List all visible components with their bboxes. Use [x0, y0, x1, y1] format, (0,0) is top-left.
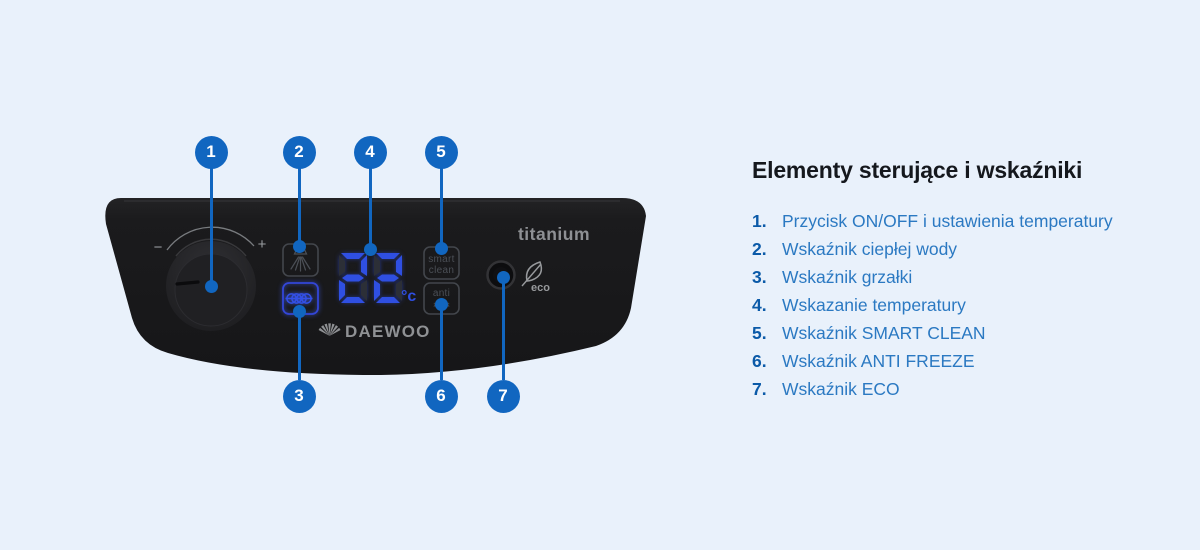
knob-indicator-mark: [175, 280, 200, 286]
legend-item-number: 7.: [752, 379, 767, 399]
callout-line-5: [439, 167, 443, 248]
legend-item-6: 6. Wskaźnik ANTI FREEZE: [752, 347, 1192, 375]
callout-number: 2: [294, 142, 304, 161]
callout-marker-1: 1: [194, 135, 228, 169]
callout-dot-1: [204, 279, 218, 293]
legend-item-number: 1.: [752, 211, 767, 231]
legend-item-4: 4. Wskazanie temperatury: [752, 291, 1192, 319]
shower-spray-lines: [290, 256, 311, 272]
legend-item-label: Wskaźnik ANTI FREEZE: [782, 351, 975, 371]
legend-item-7: 7. Wskaźnik ECO: [752, 375, 1192, 403]
knob-minus-label: −: [154, 239, 163, 256]
legend-item-label: Wskaźnik ciepłej wody: [782, 239, 958, 259]
callout-line-3: [297, 311, 301, 380]
callout-marker-4: 4: [353, 135, 387, 169]
callout-dot-4: [363, 242, 377, 256]
heating-coil-icon: [285, 293, 313, 304]
callout-number: 4: [365, 142, 375, 161]
legend-item-5: 5. Wskaźnik SMART CLEAN: [752, 319, 1192, 347]
callout-dot-5: [434, 241, 448, 255]
model-label: titanium: [518, 224, 590, 244]
legend-item-label: Wskaźnik grzałki: [782, 267, 913, 287]
legend-item-number: 6.: [752, 351, 767, 371]
legend-item-1: 1. Przycisk ON/OFF i ustawienia temperat…: [752, 207, 1192, 235]
callout-line-7: [501, 277, 505, 380]
legend-item-label: Wskaźnik ECO: [782, 379, 900, 399]
legend-item-3: 3. Wskaźnik grzałki: [752, 263, 1192, 291]
callout-dot-2: [292, 239, 306, 253]
callout-line-1: [209, 167, 213, 286]
legend-item-number: 3.: [752, 267, 767, 287]
eco-leaf-icon: eco: [521, 261, 550, 294]
temperature-display: [339, 253, 402, 303]
legend-item-label: Wskaźnik SMART CLEAN: [782, 323, 986, 343]
legend-panel: Elementy sterujące i wskaźniki 1. Przyci…: [752, 155, 1192, 403]
anti-label: anti: [433, 288, 450, 299]
legend-item-number: 4.: [752, 295, 767, 315]
callout-dot-7: [496, 270, 510, 284]
callout-number: 5: [436, 142, 446, 161]
knob-plus-label: +: [258, 236, 267, 253]
callout-marker-3: 3: [282, 379, 316, 413]
callout-line-6: [439, 304, 443, 380]
callout-marker-6: 6: [424, 379, 458, 413]
legend-list: 1. Przycisk ON/OFF i ustawienia temperat…: [752, 207, 1192, 403]
callout-number: 7: [498, 386, 508, 405]
eco-label: eco: [531, 282, 550, 294]
callout-line-2: [297, 167, 301, 246]
legend-item-number: 2.: [752, 239, 767, 259]
smart-label: smart: [428, 254, 455, 265]
brand-label: DAEWOO: [345, 322, 431, 341]
callout-number: 3: [294, 386, 304, 405]
callout-dot-3: [292, 304, 306, 318]
temperature-unit-label: °c: [401, 288, 416, 305]
callout-marker-5: 5: [424, 135, 458, 169]
clean-label: clean: [429, 265, 454, 276]
legend-item-label: Przycisk ON/OFF i ustawienia temperatury: [782, 211, 1113, 231]
legend-title: Elementy sterujące i wskaźniki: [752, 157, 1083, 183]
callout-marker-7: 7: [486, 379, 520, 413]
daewoo-emblem-icon: [318, 323, 341, 336]
water-heater-control-panel: − + °c: [105, 198, 647, 376]
legend-item-label: Wskazanie temperatury: [782, 295, 966, 315]
legend-item-2: 2. Wskaźnik ciepłej wody: [752, 235, 1192, 263]
callout-line-4: [368, 167, 372, 249]
callout-number: 6: [436, 386, 446, 405]
callout-marker-2: 2: [282, 135, 316, 169]
callout-dot-6: [434, 297, 448, 311]
legend-item-number: 5.: [752, 323, 767, 343]
callout-number: 1: [206, 142, 216, 161]
